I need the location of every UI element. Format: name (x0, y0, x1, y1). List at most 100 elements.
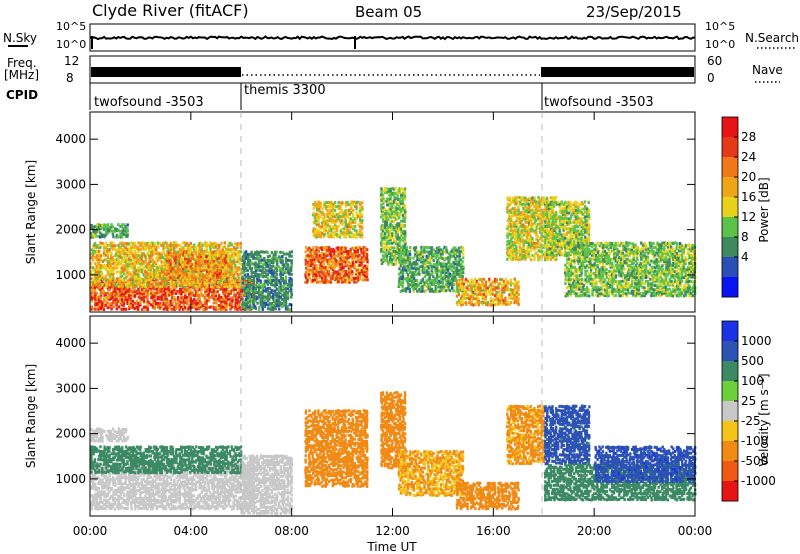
heatmap-cell (135, 272, 138, 276)
heatmap-cell (310, 258, 313, 262)
heatmap-cell (139, 262, 142, 266)
heatmap-cell (243, 265, 246, 268)
heatmap-cell (126, 223, 129, 227)
cpid-label: CPID (6, 88, 38, 102)
heatmap-cell (395, 260, 398, 264)
heatmap-cell (191, 257, 194, 261)
heatmap-cell (209, 258, 213, 262)
heatmap-cell (221, 245, 225, 249)
heatmap-cell (338, 276, 341, 280)
heatmap-cell (196, 244, 200, 248)
heatmap-cell (98, 246, 101, 249)
heatmap-cell (360, 215, 364, 218)
heatmap-cell (272, 259, 275, 263)
heatmap-cell (168, 259, 171, 263)
heatmap-cell (342, 220, 346, 224)
heatmap-cell (94, 303, 97, 307)
heatmap-cell (290, 259, 294, 263)
heatmap-cell (132, 270, 135, 274)
heatmap-cell (389, 201, 392, 205)
heatmap-cell (166, 291, 169, 295)
heatmap-cell (321, 256, 324, 260)
heatmap-cell (396, 203, 399, 207)
beam-label: Beam 05 (355, 3, 422, 21)
heatmap-cell (209, 305, 212, 309)
heatmap-cell (130, 293, 133, 297)
heatmap-cell (108, 293, 111, 297)
heatmap-cell (352, 219, 355, 223)
heatmap-cell (362, 258, 366, 262)
heatmap-cell (187, 269, 191, 273)
heatmap-cell (380, 199, 383, 203)
heatmap-cell (137, 250, 140, 254)
heatmap-cell (158, 252, 161, 256)
heatmap-cell (93, 255, 96, 259)
heatmap-cell (153, 305, 156, 309)
heatmap-cell (212, 285, 216, 289)
heatmap-cell (256, 268, 259, 272)
heatmap-cell (100, 225, 104, 229)
heatmap-cell (347, 252, 350, 256)
heatmap-cell (220, 303, 223, 307)
heatmap-cell (398, 205, 401, 209)
heatmap-cell (106, 282, 109, 286)
heatmap-cell (333, 254, 336, 258)
heatmap-cell (196, 266, 199, 269)
heatmap-cell (385, 248, 389, 252)
heatmap-cell (233, 246, 236, 249)
heatmap-cell (165, 297, 169, 301)
heatmap-cell (126, 299, 129, 303)
heatmap-cell (260, 250, 263, 254)
heatmap-cell (149, 289, 153, 293)
heatmap-cell (120, 250, 124, 254)
heatmap-cell (265, 261, 268, 265)
heatmap-cell (398, 222, 401, 226)
heatmap-cell (133, 277, 137, 280)
heatmap-cell (318, 254, 322, 258)
heatmap-cell (245, 263, 248, 266)
heatmap-cell (178, 306, 181, 309)
heatmap-cell (276, 262, 279, 266)
heatmap-cell (324, 201, 328, 205)
heatmap-cell (149, 270, 153, 274)
heatmap-cell (106, 264, 110, 267)
heatmap-cell (198, 248, 201, 251)
heatmap-cell (259, 258, 263, 262)
heatmap-cell (94, 299, 97, 303)
heatmap-cell (358, 246, 362, 250)
heatmap-cell (394, 201, 398, 205)
heatmap-cell (212, 297, 216, 301)
heatmap-cell (103, 294, 106, 298)
heatmap-cell (126, 270, 129, 274)
heatmap-cell (162, 283, 165, 287)
heatmap-cell (360, 231, 363, 235)
heatmap-cell (146, 283, 149, 287)
heatmap-cell (322, 234, 326, 238)
heatmap-cell (389, 236, 392, 240)
heatmap-cell (320, 264, 323, 268)
heatmap-cell (165, 271, 169, 274)
heatmap-cell (338, 207, 342, 210)
heatmap-cell (250, 293, 253, 297)
heatmap-cell (90, 305, 93, 309)
heatmap-cell (149, 251, 153, 255)
heatmap-cell (158, 295, 162, 299)
heatmap-cell (243, 293, 247, 296)
heatmap-cell (396, 228, 399, 231)
heatmap-cell (316, 278, 319, 282)
heatmap-cell (254, 283, 257, 287)
heatmap-cell (123, 287, 126, 291)
heatmap-cell (212, 274, 215, 278)
heatmap-cell (396, 222, 399, 226)
heatmap-cell (99, 264, 103, 268)
heatmap-cell (115, 252, 118, 256)
heatmap-cell (117, 248, 121, 252)
heatmap-cell (189, 257, 193, 261)
heatmap-cell (396, 213, 400, 217)
heatmap-cell (91, 295, 95, 299)
heatmap-cell (224, 279, 227, 283)
heatmap-cell (196, 291, 199, 295)
heatmap-cell (380, 244, 383, 248)
heatmap-cell (117, 305, 121, 309)
heatmap-cell (131, 280, 135, 284)
